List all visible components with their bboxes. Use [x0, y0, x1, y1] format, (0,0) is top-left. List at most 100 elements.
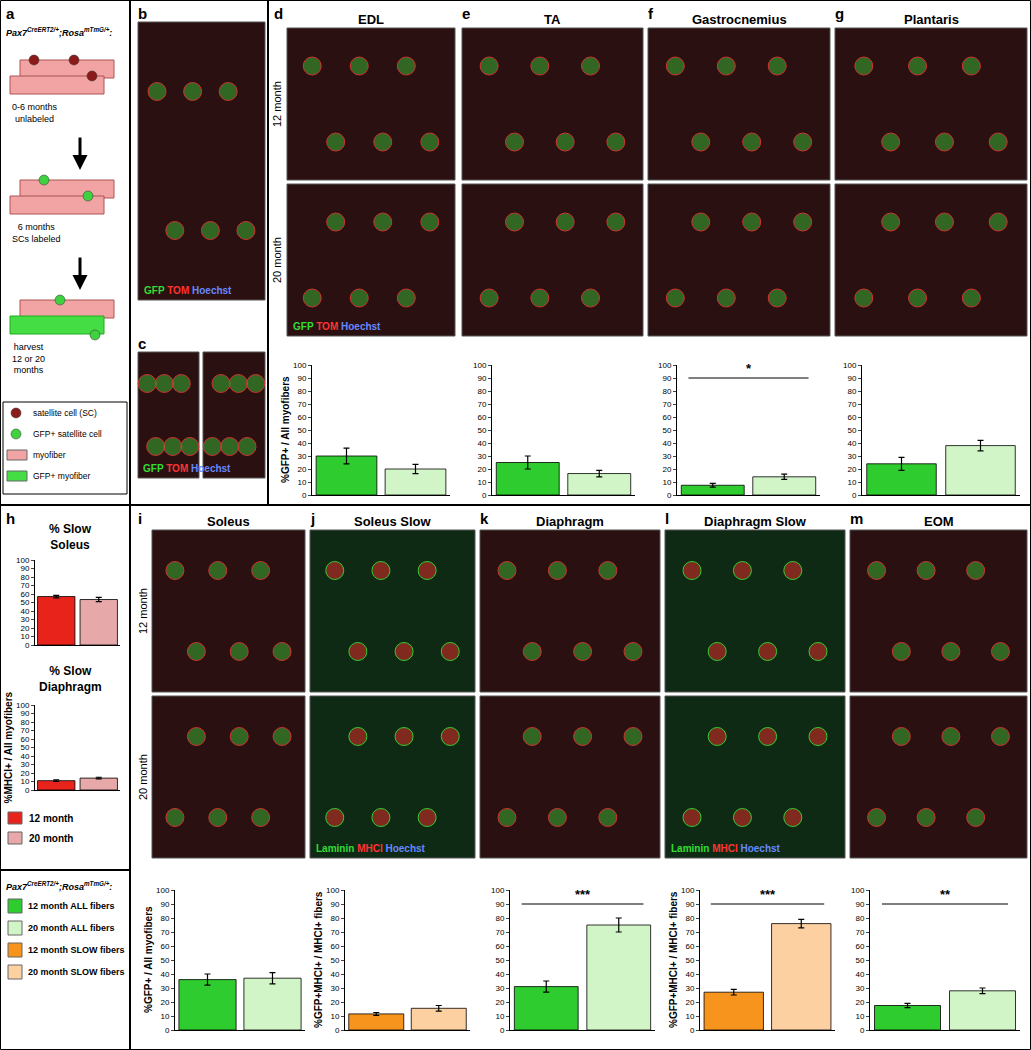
svg-text:Gastrocnemius: Gastrocnemius: [692, 12, 787, 27]
svg-text:harvest12 or 20months: harvest12 or 20months: [12, 342, 45, 375]
svg-text:100: 100: [681, 886, 695, 895]
svg-text:0: 0: [302, 491, 307, 500]
svg-text:20: 20: [20, 769, 29, 778]
svg-text:i: i: [138, 510, 142, 527]
svg-text:20: 20: [662, 465, 671, 474]
svg-text:***: ***: [575, 887, 591, 902]
svg-text:100: 100: [473, 361, 487, 370]
svg-text:70: 70: [662, 400, 671, 409]
svg-text:30: 30: [330, 984, 339, 993]
svg-text:20 month ALL fibers: 20 month ALL fibers: [28, 923, 115, 933]
svg-text:50: 50: [495, 956, 504, 965]
svg-text:100: 100: [491, 886, 505, 895]
svg-text:10: 10: [160, 1012, 169, 1021]
svg-text:Laminin MHCI Hoechst: Laminin MHCI Hoechst: [671, 843, 781, 854]
svg-text:50: 50: [662, 426, 671, 435]
svg-text:40: 40: [297, 439, 306, 448]
svg-text:a: a: [6, 5, 15, 22]
svg-text:80: 80: [160, 914, 169, 923]
svg-text:100: 100: [293, 361, 307, 370]
svg-text:70: 70: [495, 928, 504, 937]
svg-text:70: 70: [477, 400, 486, 409]
svg-text:70: 70: [20, 726, 29, 735]
svg-text:10: 10: [477, 478, 486, 487]
svg-text:80: 80: [662, 387, 671, 396]
svg-text:60: 60: [20, 590, 29, 599]
svg-text:GFP+ myofiber: GFP+ myofiber: [33, 471, 91, 481]
svg-text:50: 50: [477, 426, 486, 435]
svg-text:80: 80: [20, 573, 29, 582]
svg-text:90: 90: [20, 564, 29, 573]
svg-text:0: 0: [852, 491, 857, 500]
svg-text:12 month: 12 month: [137, 588, 149, 634]
svg-text:10: 10: [847, 478, 856, 487]
svg-text:100: 100: [658, 361, 672, 370]
svg-text:c: c: [138, 335, 146, 352]
svg-text:30: 30: [477, 452, 486, 461]
svg-text:60: 60: [662, 413, 671, 422]
svg-text:70: 70: [297, 400, 306, 409]
svg-text:100: 100: [156, 886, 170, 895]
svg-text:70: 70: [20, 581, 29, 590]
svg-text:50: 50: [855, 956, 864, 965]
svg-text:90: 90: [855, 900, 864, 909]
svg-text:10: 10: [685, 1012, 694, 1021]
svg-text:70: 70: [685, 928, 694, 937]
svg-text:***: ***: [760, 887, 776, 902]
svg-text:0: 0: [482, 491, 487, 500]
svg-text:70: 70: [847, 400, 856, 409]
svg-text:Soleus Slow: Soleus Slow: [354, 514, 431, 529]
svg-text:Pax7​CreERT2/+​;Rosa​mTmG/+​:: Pax7​CreERT2/+​;Rosa​mTmG/+​:: [6, 26, 112, 38]
svg-text:GFP TOM Hoechst: GFP TOM Hoechst: [144, 285, 232, 296]
svg-text:0: 0: [860, 1026, 865, 1035]
svg-text:60: 60: [495, 942, 504, 951]
svg-text:90: 90: [662, 374, 671, 383]
svg-text:30: 30: [662, 452, 671, 461]
svg-text:m: m: [850, 510, 863, 527]
svg-text:50: 50: [20, 598, 29, 607]
svg-text:0: 0: [25, 641, 30, 650]
svg-text:myofiber: myofiber: [33, 450, 66, 460]
svg-text:6 monthsSCs labeled: 6 monthsSCs labeled: [12, 222, 61, 244]
svg-text:% SlowSoleus: % SlowSoleus: [49, 522, 92, 552]
svg-text:10: 10: [855, 1012, 864, 1021]
svg-text:80: 80: [20, 718, 29, 727]
svg-text:GFP TOM Hoechst: GFP TOM Hoechst: [143, 463, 231, 474]
svg-text:l: l: [665, 510, 669, 527]
svg-text:0: 0: [335, 1026, 340, 1035]
svg-text:GFP+ satellite cell: GFP+ satellite cell: [33, 429, 102, 439]
svg-text:90: 90: [160, 900, 169, 909]
svg-text:20: 20: [477, 465, 486, 474]
svg-text:20: 20: [297, 465, 306, 474]
svg-text:%GFP+ / All myofibers: %GFP+ / All myofibers: [280, 376, 291, 483]
svg-text:100: 100: [16, 556, 30, 565]
svg-text:40: 40: [685, 970, 694, 979]
svg-text:GFP TOM Hoechst: GFP TOM Hoechst: [293, 321, 381, 332]
svg-text:30: 30: [297, 452, 306, 461]
svg-text:40: 40: [662, 439, 671, 448]
svg-text:90: 90: [495, 900, 504, 909]
svg-text:0-6 monthsunlabeled: 0-6 monthsunlabeled: [12, 102, 58, 124]
svg-text:Diaphragm Slow: Diaphragm Slow: [704, 514, 807, 529]
svg-text:40: 40: [847, 439, 856, 448]
svg-text:80: 80: [495, 914, 504, 923]
svg-text:10: 10: [662, 478, 671, 487]
svg-text:0: 0: [165, 1026, 170, 1035]
svg-text:80: 80: [330, 914, 339, 923]
svg-text:100: 100: [851, 886, 865, 895]
svg-text:0: 0: [690, 1026, 695, 1035]
svg-text:60: 60: [20, 735, 29, 744]
svg-text:90: 90: [477, 374, 486, 383]
svg-text:%GFP+MHCI+ / MHCI+ fibers: %GFP+MHCI+ / MHCI+ fibers: [668, 891, 679, 1028]
svg-text:30: 30: [160, 984, 169, 993]
svg-text:50: 50: [847, 426, 856, 435]
svg-text:100: 100: [843, 361, 857, 370]
svg-text:30: 30: [20, 615, 29, 624]
svg-text:e: e: [462, 5, 470, 22]
svg-text:60: 60: [297, 413, 306, 422]
svg-text:TA: TA: [544, 12, 561, 27]
svg-text:80: 80: [297, 387, 306, 396]
svg-text:0: 0: [500, 1026, 505, 1035]
svg-text:0: 0: [25, 786, 30, 795]
svg-text:f: f: [648, 5, 654, 22]
